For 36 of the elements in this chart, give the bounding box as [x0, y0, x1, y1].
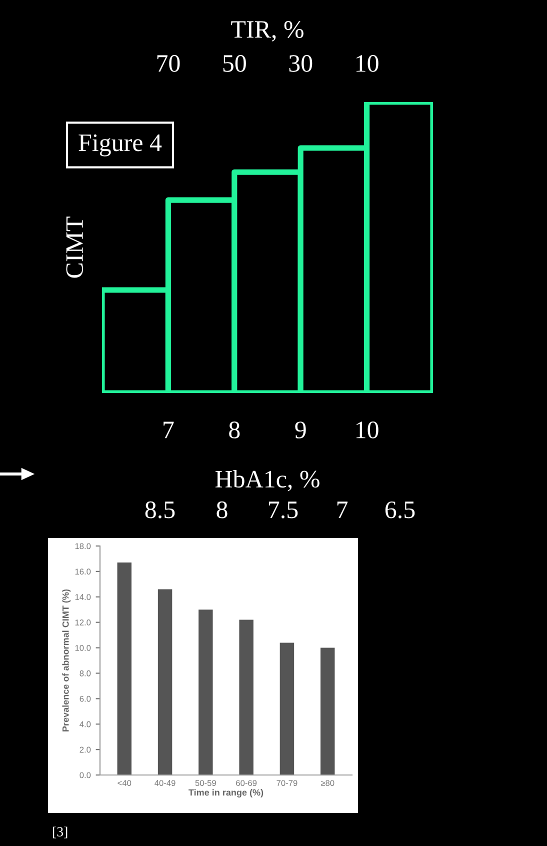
text: 8.5: [145, 501, 175, 518]
text: 7.5: [269, 502, 298, 518]
x2-tick-label: 10: [356, 55, 378, 72]
y-axis-title: Prevalence of abnormal CIMT (%): [62, 589, 71, 732]
y-tick-label: 4.0: [80, 721, 91, 728]
y-axis-title: CIMT: [66, 216, 84, 278]
y-tick-label: 14.0: [75, 594, 91, 600]
y-tick-label: 18.0: [75, 543, 91, 550]
text: 7: [337, 502, 348, 518]
x-axis-title: HbA1c, %: [215, 470, 320, 492]
x-tick-label: <40: [118, 780, 132, 786]
x2-tick-label: 50: [223, 55, 246, 72]
x-tick-label: ≥80: [320, 780, 334, 786]
x-tick-label: 60-69: [236, 780, 257, 786]
x2-tick-label: 30: [289, 55, 312, 72]
y-tick-label: 10.0: [75, 644, 91, 651]
x-tick-label: 70-79: [276, 780, 298, 786]
x2-axis-title: TIR, %: [231, 21, 304, 42]
x-axis-title: Time in range (%): [188, 789, 264, 798]
annotation: Figure 4: [78, 134, 162, 156]
y-tick-label: 16.0: [75, 568, 91, 575]
x-tick-label: 50-59: [195, 780, 216, 786]
y-tick-label: 12.0: [75, 620, 91, 626]
text: [3]: [53, 826, 68, 838]
y-tick-label: 0.0: [80, 772, 91, 778]
x-tick-label: 8: [229, 422, 240, 438]
y-tick-label: 2.0: [80, 746, 91, 753]
x-tick-label: 10: [356, 422, 378, 438]
y-tick-label: 6.0: [80, 696, 91, 702]
y-tick-label: 8.0: [80, 670, 91, 676]
x-tick-label: 9: [295, 422, 306, 438]
x-tick-label: 7: [164, 422, 174, 438]
x2-tick-label: 70: [157, 55, 180, 72]
text: 6.5: [385, 501, 415, 518]
text: 8: [216, 501, 228, 518]
x-tick-label: 40-49: [154, 780, 176, 786]
